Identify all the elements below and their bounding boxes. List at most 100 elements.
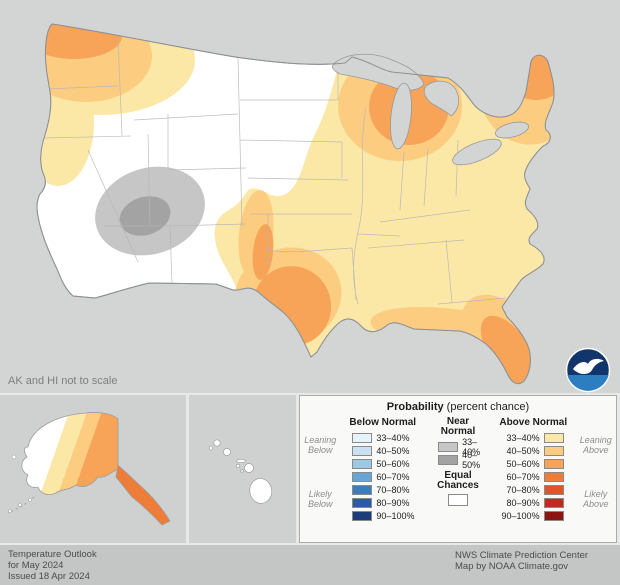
noaa-seagull-icon: [573, 358, 604, 375]
aleutian-islands: [7, 496, 35, 514]
footer-credit-line: Map by NOAA Climate.gov: [455, 561, 568, 572]
legend-color-swatch: [352, 471, 373, 482]
legend-color-swatch: [543, 471, 564, 482]
aleutian-islet: [8, 509, 12, 513]
legend-color-swatch: [543, 497, 564, 508]
bering-island: [11, 454, 17, 460]
island-niihau: [209, 445, 213, 451]
legend-row: 70–80%: [491, 483, 576, 496]
legend-title: Probability (percent chance): [300, 401, 616, 413]
legend-row: 90–100%: [491, 509, 576, 522]
aleutian-islet: [18, 503, 22, 507]
legend-column-near: Near Normal 33–40% 40–50% Equal Chances: [430, 417, 486, 522]
legend-side-labels-right: Leaning Above Likely Above: [576, 417, 616, 522]
legend-row: 33–40%: [491, 431, 576, 444]
legend-row: 40–50%: [430, 450, 486, 470]
legend-row: 50–60%: [340, 457, 425, 470]
legend-color-swatch: [543, 432, 564, 443]
us-outline: [36, 23, 555, 385]
legend-column-below: Below Normal 33–40% 40–50% 50–60% 60–70% 70–…: [340, 417, 425, 522]
island-kauai: [213, 439, 221, 447]
legend-range-label: 60–70%: [376, 471, 410, 482]
footer-period-line: for May 2024: [8, 560, 64, 571]
footer-product-line: Temperature Outlook: [8, 549, 97, 560]
noaa-logo-sea: [567, 375, 609, 391]
legend-row: 70–80%: [340, 483, 425, 496]
legend-range-label: 80–90%: [506, 497, 540, 508]
legend-range-label: 40–50%: [376, 445, 410, 456]
alaska-landmass: [21, 412, 119, 495]
island-molokai: [236, 458, 246, 464]
near-normal-rows: 33–40% 40–50%: [430, 437, 486, 470]
leaning-above-label: Leaning Above: [579, 435, 612, 455]
leaning-below-label: Leaning Below: [304, 435, 337, 455]
legend-range-label: 33–40%: [462, 436, 481, 457]
legend-row: 60–70%: [340, 470, 425, 483]
legend-color-swatch: [543, 510, 564, 521]
bottom-section: Probability (percent chance) Leaning Bel…: [0, 393, 620, 545]
legend-color-swatch: [543, 484, 564, 495]
footer: Temperature Outlook for May 2024 Issued …: [0, 545, 620, 585]
island-lanai: [235, 463, 241, 469]
legend-range-label: 33–40%: [506, 432, 540, 443]
state-borders: [44, 37, 507, 305]
legend-row: 80–90%: [491, 496, 576, 509]
alaska-panhandle: [115, 464, 171, 526]
alaska-inset-map: [0, 395, 186, 543]
conus-map: [36, 23, 555, 385]
lake-michigan: [390, 82, 412, 150]
island-kahoolawe: [240, 469, 244, 473]
legend-range-label: 50–60%: [376, 458, 410, 469]
alaska-inset: [0, 395, 186, 543]
below-normal-header: Below Normal: [349, 417, 417, 428]
footer-title-block: Temperature Outlook for May 2024 Issued …: [8, 549, 97, 582]
below-normal-rows: 33–40% 40–50% 50–60% 60–70% 70–80% 80–90% 90–1…: [340, 431, 425, 522]
legend-color-swatch: [352, 445, 373, 456]
legend-column-above: Above Normal 33–40% 40–50% 50–60% 60–70% 70–…: [491, 417, 576, 522]
legend-color-swatch: [352, 432, 373, 443]
legend-color-swatch: [352, 484, 373, 495]
legend-title-rest: (percent chance): [443, 401, 530, 413]
footer-issued-line: Issued 18 Apr 2024: [8, 571, 90, 582]
legend-title-bold: Probability: [386, 401, 444, 413]
legend-color-swatch: [352, 510, 373, 521]
legend-row: 33–40%: [340, 431, 425, 444]
lake-erie: [452, 138, 502, 166]
footer-source-line: NWS Climate Prediction Center: [455, 550, 589, 561]
legend-range-label: 40–50%: [506, 445, 540, 456]
likely-below-label: Likely Below: [307, 489, 333, 509]
legend-color-swatch: [543, 445, 564, 456]
legend-color-swatch: [438, 441, 459, 452]
legend-range-label: 40–50%: [462, 449, 481, 470]
hawaii-inset: [189, 395, 296, 543]
legend-color-swatch: [352, 458, 373, 469]
legend-row: 33–40%: [430, 437, 486, 457]
legend-body: Leaning Below Likely Below Below Normal …: [300, 417, 616, 522]
legend-color-swatch: [438, 454, 459, 465]
legend-range-label: 90–100%: [376, 510, 415, 521]
above-normal-rows: 33–40% 40–50% 50–60% 60–70% 70–80% 80–90% 90–1…: [491, 431, 576, 522]
footer-credit-block: NWS Climate Prediction Center Map by NOA…: [455, 550, 588, 572]
hawaii-inset-map: [189, 395, 296, 543]
conus-map-section: AK and HI not to scale: [0, 0, 620, 393]
island-hawaii: [249, 478, 273, 504]
legend: Probability (percent chance) Leaning Bel…: [299, 395, 617, 543]
noaa-logo: [565, 347, 611, 393]
near-normal-header: Near Normal: [440, 416, 476, 437]
great-lakes: [332, 53, 529, 166]
legend-row: 80–90%: [340, 496, 425, 509]
legend-range-label: 33–40%: [376, 432, 410, 443]
island-oahu: [223, 448, 231, 456]
legend-row: 90–100%: [340, 509, 425, 522]
island-maui: [244, 463, 254, 473]
legend-row: 60–70%: [491, 470, 576, 483]
region-above-50-60-florida: [480, 315, 540, 384]
equal-chances-swatch: [448, 494, 468, 506]
equal-chances-label: Equal Chances: [437, 470, 479, 491]
aleutian-islet: [28, 498, 32, 502]
likely-above-label: Likely Above: [583, 489, 609, 509]
legend-color-swatch: [543, 458, 564, 469]
legend-row: 40–50%: [491, 444, 576, 457]
legend-row: 50–60%: [491, 457, 576, 470]
legend-range-label: 80–90%: [376, 497, 410, 508]
